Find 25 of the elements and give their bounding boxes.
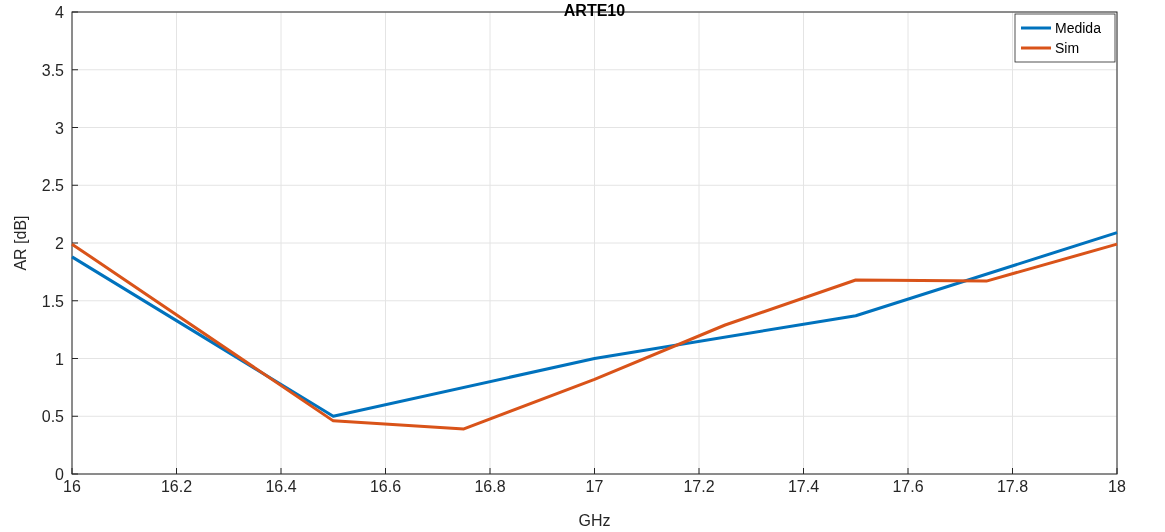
y-tick-label: 2.5 [41, 177, 65, 195]
y-tick-label: 3.5 [41, 61, 65, 79]
y-tick-label: 1 [55, 350, 65, 368]
x-tick-label: 16.4 [265, 478, 297, 495]
chart-title: ARTE10 [563, 2, 626, 19]
x-tick-label: 16 [63, 478, 81, 495]
y-tick-label: 3 [55, 119, 65, 137]
x-tick-label: 17 [585, 478, 604, 495]
y-tick-label: 0.5 [41, 408, 65, 426]
x-axis-title: GHz [578, 512, 611, 529]
x-tick-label: 17.8 [996, 478, 1029, 495]
y-tick-label: 1.5 [41, 292, 65, 310]
y-tick-label: 0 [55, 466, 65, 483]
x-tick-label: 16.2 [160, 478, 193, 495]
x-tick-label: 16.8 [474, 478, 506, 495]
x-tick-label: 18 [1108, 478, 1126, 495]
y-tick-label: 2 [55, 235, 65, 252]
legend-label: Medida [1055, 20, 1102, 36]
x-tick-label: 17.2 [683, 478, 715, 495]
x-tick-label: 17.6 [892, 478, 924, 495]
y-tick-label: 4 [55, 4, 65, 21]
x-tick-label: 16.6 [369, 478, 402, 495]
legend-label: Sim [1055, 40, 1080, 56]
y-axis-title: AR [dB] [12, 215, 29, 271]
x-tick-label: 17.4 [787, 478, 820, 495]
